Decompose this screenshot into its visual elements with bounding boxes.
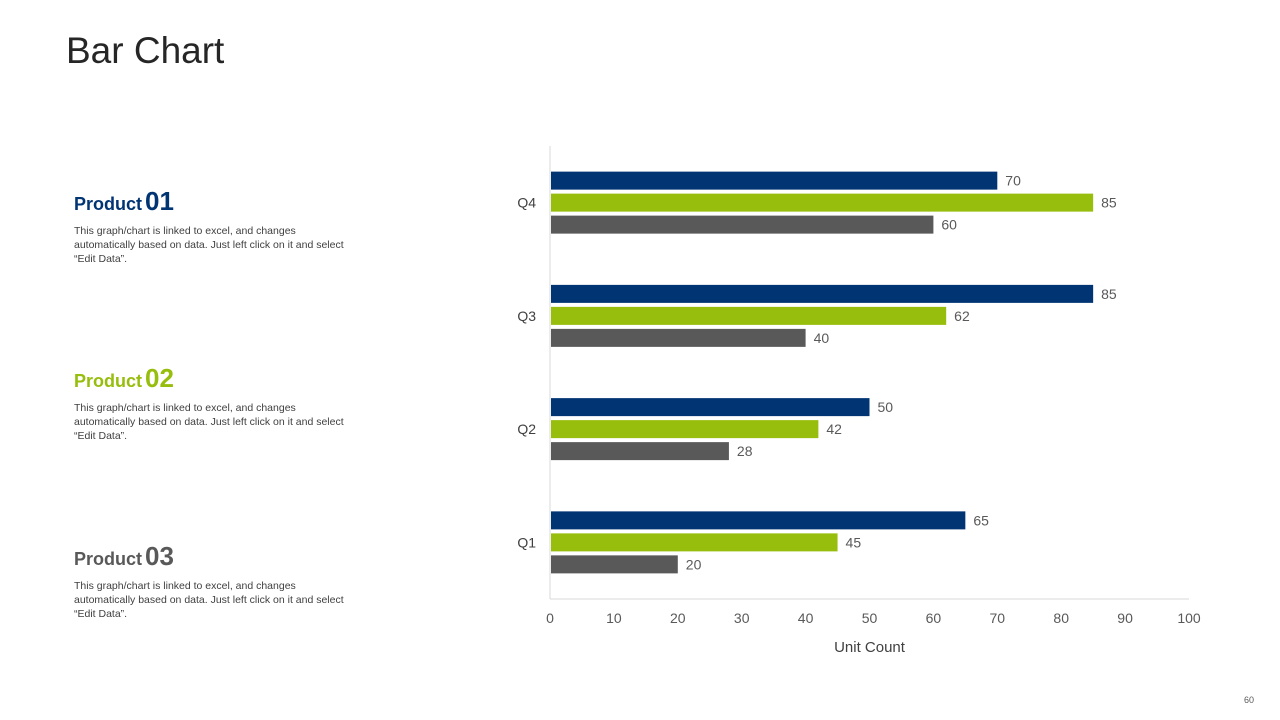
bar-q2-product-01: [551, 398, 870, 417]
data-label-q1-product-03: 20: [686, 556, 702, 572]
bar-q3-product-02: [551, 306, 947, 325]
data-label-q4-product-02: 85: [1101, 195, 1117, 211]
x-tick-label: 90: [1117, 610, 1133, 626]
data-label-q3-product-03: 40: [814, 330, 830, 346]
product-01-label: Product: [74, 194, 143, 214]
data-label-q1-product-01: 65: [973, 512, 989, 528]
product-01-heading: Product 01: [74, 186, 364, 217]
data-label-q2-product-03: 28: [737, 443, 753, 459]
product-03-heading: Product 03: [74, 541, 364, 572]
x-tick-label: 0: [546, 610, 554, 626]
product-02-block: Product 02 This graph/chart is linked to…: [74, 363, 364, 443]
page-number: 60: [1243, 695, 1254, 705]
y-tick-label-q2: Q2: [517, 421, 536, 437]
data-label-q1-product-02: 45: [846, 534, 862, 550]
bar-q1-product-03: [551, 555, 678, 574]
bar-q2-product-02: [551, 420, 819, 439]
product-01-block: Product 01 This graph/chart is linked to…: [74, 186, 364, 266]
product-02-heading: Product 02: [74, 363, 364, 394]
product-02-description: This graph/chart is linked to excel, and…: [74, 402, 344, 442]
x-tick-label: 80: [1053, 610, 1069, 626]
data-label-q2-product-02: 42: [826, 421, 842, 437]
bar-q2-product-03: [551, 442, 729, 461]
product-03-number: 03: [145, 541, 174, 571]
x-tick-label: 100: [1177, 610, 1201, 626]
x-tick-label: 20: [670, 610, 686, 626]
product-01-number: 01: [145, 186, 174, 216]
x-tick-label: 30: [734, 610, 750, 626]
x-tick-label: 60: [926, 610, 942, 626]
x-tick-label: 70: [990, 610, 1006, 626]
data-label-q3-product-02: 62: [954, 308, 970, 324]
bar-q1-product-02: [551, 533, 838, 552]
bar-q4-product-02: [551, 193, 1094, 212]
product-03-block: Product 03 This graph/chart is linked to…: [74, 541, 364, 621]
bar-q3-product-01: [551, 284, 1094, 303]
product-01-description: This graph/chart is linked to excel, and…: [74, 225, 344, 265]
x-axis-title: Unit Count: [834, 639, 906, 656]
y-tick-label-q3: Q3: [517, 308, 536, 324]
bar-q4-product-01: [551, 171, 998, 190]
bar-q1-product-01: [551, 511, 966, 530]
product-02-label: Product: [74, 371, 143, 391]
data-label-q4-product-03: 60: [941, 217, 957, 233]
x-tick-label: 40: [798, 610, 814, 626]
bar-q4-product-03: [551, 215, 934, 234]
data-label-q2-product-01: 50: [878, 399, 894, 415]
product-03-description: This graph/chart is linked to excel, and…: [74, 580, 344, 620]
x-tick-label: 10: [606, 610, 622, 626]
page-title: Bar Chart: [66, 30, 225, 71]
data-label-q4-product-01: 70: [1005, 173, 1021, 189]
bar-q3-product-03: [551, 328, 806, 347]
data-label-q3-product-01: 85: [1101, 286, 1117, 302]
x-tick-label: 50: [862, 610, 878, 626]
y-tick-label-q1: Q1: [517, 534, 536, 550]
product-02-number: 02: [145, 363, 174, 393]
y-tick-label-q4: Q4: [517, 195, 536, 211]
product-03-label: Product: [74, 549, 143, 569]
